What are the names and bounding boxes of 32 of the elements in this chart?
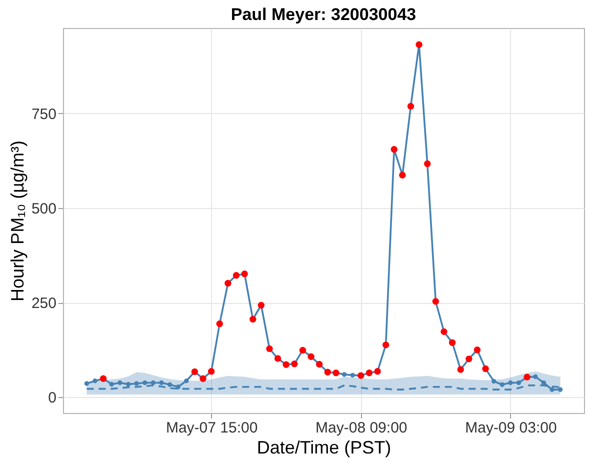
x-tick-label: May-09 03:00 bbox=[465, 420, 557, 436]
point bbox=[118, 380, 122, 386]
x-axis-title: Date/Time (PST) bbox=[256, 438, 392, 458]
point bbox=[150, 380, 156, 386]
x-tick-label: May-08 09:00 bbox=[316, 420, 408, 436]
y-tick-label: 500 bbox=[31, 200, 56, 218]
y-axis-title: Hourly PM₁₀ (µg/m³) bbox=[7, 140, 28, 302]
point bbox=[350, 372, 355, 378]
point bbox=[126, 382, 131, 387]
point bbox=[142, 380, 148, 386]
point bbox=[500, 382, 504, 387]
point bbox=[508, 380, 513, 386]
point bbox=[167, 382, 172, 387]
point bbox=[533, 374, 538, 380]
point bbox=[342, 372, 347, 377]
y-tick-label: 250 bbox=[31, 295, 56, 312]
point bbox=[558, 387, 563, 392]
y-tick-label: 0 bbox=[48, 390, 56, 407]
y-tick-label: 750 bbox=[31, 106, 56, 123]
x-tick-label: May-07 15:00 bbox=[166, 420, 258, 436]
point bbox=[492, 378, 496, 384]
point bbox=[92, 378, 98, 384]
point bbox=[516, 380, 522, 386]
point bbox=[184, 378, 189, 384]
point bbox=[550, 387, 554, 392]
point bbox=[541, 380, 546, 386]
point bbox=[176, 384, 180, 390]
point bbox=[84, 381, 90, 386]
chart-title: Paul Meyer: 320030043 bbox=[230, 5, 416, 24]
point bbox=[109, 382, 114, 387]
point bbox=[134, 381, 139, 386]
point bbox=[159, 380, 164, 386]
